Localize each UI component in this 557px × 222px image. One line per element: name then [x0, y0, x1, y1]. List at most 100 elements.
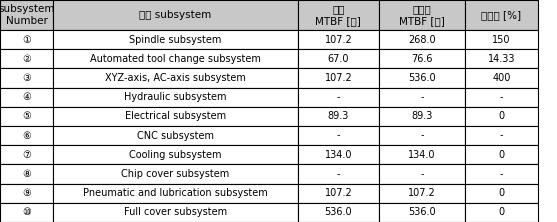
Text: Cooling subsystem: Cooling subsystem: [129, 150, 222, 160]
Bar: [379, 184, 465, 203]
Bar: [465, 126, 538, 145]
Text: -: -: [500, 92, 503, 102]
Text: ⑦: ⑦: [22, 150, 31, 160]
Text: 134.0: 134.0: [408, 150, 436, 160]
Bar: [465, 184, 538, 203]
Bar: [53, 184, 298, 203]
Text: -: -: [420, 92, 424, 102]
Text: CNC subsystem: CNC subsystem: [137, 131, 214, 141]
Bar: [53, 107, 298, 126]
Bar: [465, 164, 538, 184]
Bar: [465, 0, 538, 30]
Text: 134.0: 134.0: [325, 150, 352, 160]
Text: 400: 400: [492, 73, 510, 83]
Bar: [465, 88, 538, 107]
Text: 150: 150: [492, 35, 511, 45]
Bar: [298, 203, 379, 222]
Text: -: -: [336, 169, 340, 179]
Bar: [379, 88, 465, 107]
Text: 536.0: 536.0: [325, 207, 352, 217]
Bar: [0, 145, 53, 164]
Text: 기존
MTBF [년]: 기존 MTBF [년]: [315, 4, 361, 26]
Bar: [53, 145, 298, 164]
Bar: [0, 203, 53, 222]
Bar: [298, 126, 379, 145]
Text: -: -: [420, 169, 424, 179]
Bar: [465, 107, 538, 126]
Text: 향상율 [%]: 향상율 [%]: [481, 10, 521, 20]
Text: 향상된
MTBF [년]: 향상된 MTBF [년]: [399, 4, 445, 26]
Bar: [298, 164, 379, 184]
Bar: [298, 0, 379, 30]
Text: ⑩: ⑩: [22, 207, 31, 217]
Text: 536.0: 536.0: [408, 73, 436, 83]
Text: Automated tool change subsystem: Automated tool change subsystem: [90, 54, 261, 64]
Text: 107.2: 107.2: [325, 188, 352, 198]
Text: -: -: [336, 92, 340, 102]
Text: 고장 subsystem: 고장 subsystem: [139, 10, 212, 20]
Text: 107.2: 107.2: [325, 73, 352, 83]
Text: Chip cover subsystem: Chip cover subsystem: [121, 169, 229, 179]
Bar: [53, 88, 298, 107]
Bar: [465, 49, 538, 68]
Bar: [53, 0, 298, 30]
Bar: [298, 68, 379, 88]
Bar: [379, 145, 465, 164]
Text: ⑥: ⑥: [22, 131, 31, 141]
Text: 107.2: 107.2: [325, 35, 352, 45]
Text: Hydraulic subsystem: Hydraulic subsystem: [124, 92, 227, 102]
Bar: [465, 145, 538, 164]
Text: Full cover subsystem: Full cover subsystem: [124, 207, 227, 217]
Bar: [465, 30, 538, 49]
Bar: [298, 107, 379, 126]
Bar: [298, 184, 379, 203]
Bar: [298, 49, 379, 68]
Bar: [53, 49, 298, 68]
Bar: [53, 203, 298, 222]
Text: XYZ-axis, AC-axis subsystem: XYZ-axis, AC-axis subsystem: [105, 73, 246, 83]
Text: ②: ②: [22, 54, 31, 64]
Text: subsystem
Number: subsystem Number: [0, 4, 55, 26]
Text: ①: ①: [22, 35, 31, 45]
Text: -: -: [500, 131, 503, 141]
Bar: [298, 145, 379, 164]
Bar: [379, 49, 465, 68]
Bar: [0, 30, 53, 49]
Text: 0: 0: [499, 207, 504, 217]
Text: Spindle subsystem: Spindle subsystem: [129, 35, 222, 45]
Text: 76.6: 76.6: [411, 54, 433, 64]
Text: -: -: [500, 169, 503, 179]
Text: 0: 0: [499, 188, 504, 198]
Bar: [298, 88, 379, 107]
Bar: [0, 49, 53, 68]
Text: Electrical subsystem: Electrical subsystem: [125, 111, 226, 121]
Bar: [298, 30, 379, 49]
Text: ③: ③: [22, 73, 31, 83]
Bar: [0, 107, 53, 126]
Text: -: -: [420, 131, 424, 141]
Text: 0: 0: [499, 150, 504, 160]
Text: 89.3: 89.3: [411, 111, 433, 121]
Bar: [0, 126, 53, 145]
Text: 536.0: 536.0: [408, 207, 436, 217]
Text: Pneumatic and lubrication subsystem: Pneumatic and lubrication subsystem: [83, 188, 268, 198]
Bar: [53, 164, 298, 184]
Bar: [465, 68, 538, 88]
Bar: [53, 126, 298, 145]
Bar: [0, 88, 53, 107]
Text: ④: ④: [22, 92, 31, 102]
Text: ⑤: ⑤: [22, 111, 31, 121]
Bar: [379, 164, 465, 184]
Text: ⑨: ⑨: [22, 188, 31, 198]
Bar: [379, 30, 465, 49]
Bar: [0, 0, 53, 30]
Bar: [53, 30, 298, 49]
Text: 67.0: 67.0: [328, 54, 349, 64]
Text: 14.33: 14.33: [487, 54, 515, 64]
Bar: [0, 184, 53, 203]
Bar: [379, 107, 465, 126]
Text: 268.0: 268.0: [408, 35, 436, 45]
Bar: [379, 126, 465, 145]
Text: 0: 0: [499, 111, 504, 121]
Bar: [0, 68, 53, 88]
